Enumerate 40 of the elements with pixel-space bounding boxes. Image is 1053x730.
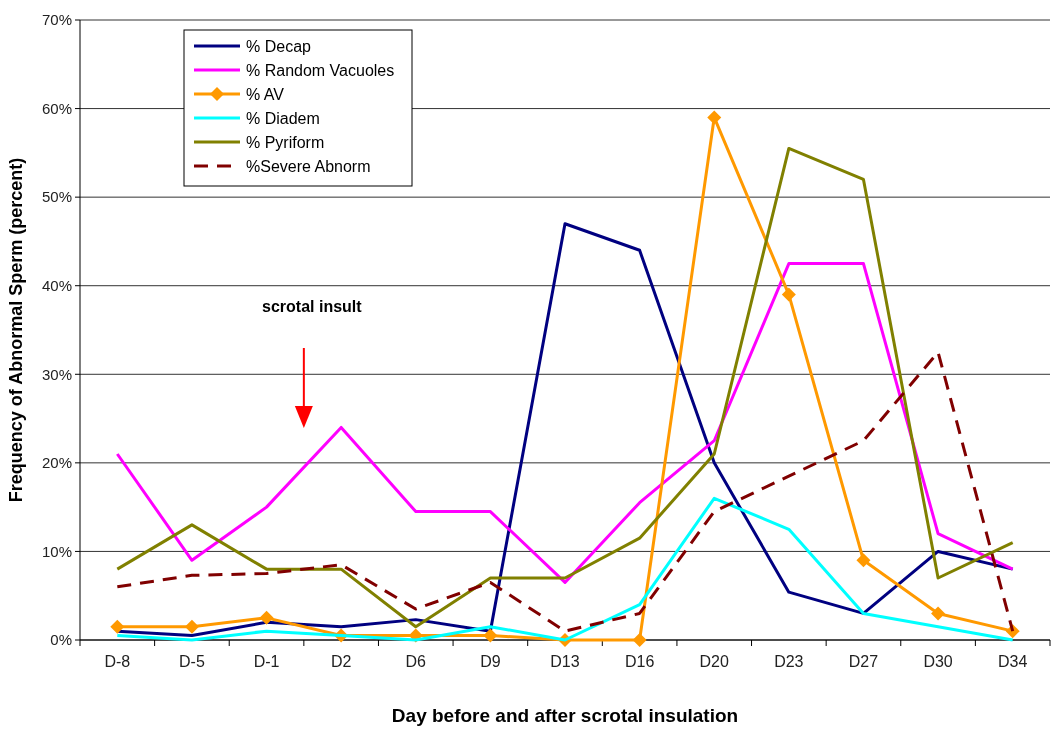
y-tick-label: 40%	[41, 276, 72, 294]
x-tick-label: D27	[848, 653, 879, 670]
point	[781, 287, 796, 302]
annotation: scrotal insult	[262, 298, 363, 315]
x-tick-label: D16	[624, 653, 655, 670]
x-tick-label: D-5	[179, 653, 205, 670]
y-tick-label: 70%	[41, 11, 72, 29]
point	[184, 619, 199, 634]
x-tick-label: D2	[330, 653, 352, 670]
x-tick-label: D13	[550, 653, 580, 670]
x-tick-label: D20	[699, 653, 729, 670]
point	[259, 610, 274, 625]
x-tick-label: D-8	[104, 653, 131, 670]
y-tick-label: 30%	[41, 365, 72, 383]
point	[707, 110, 722, 125]
y-tick-label: 60%	[41, 99, 72, 117]
x-tick-label: D6	[405, 653, 427, 670]
x-tick-label: D-1	[253, 653, 280, 670]
legend-label: % AV	[246, 85, 285, 103]
y-tick-label: 50%	[41, 188, 72, 206]
point	[856, 553, 871, 568]
x-tick-label: D9	[480, 653, 501, 670]
y-tick-label: 20%	[41, 454, 72, 472]
legend-label: % Decap	[246, 37, 312, 55]
point	[632, 633, 647, 647]
legend-label: % Pyriform	[246, 133, 325, 151]
x-tick-label: D30	[923, 653, 953, 670]
legend-label: % Random Vacuoles	[246, 61, 395, 79]
point	[931, 606, 946, 621]
x-tick-label: D23	[774, 653, 804, 670]
y-axis-title: Frequency of Abnormal Sperm (percent)	[6, 157, 26, 503]
line-series	[115, 262, 1015, 584]
legend-label: %Severe Abnorm	[246, 157, 371, 175]
legend-label: % Diadem	[246, 109, 320, 127]
y-tick-label: 10%	[41, 542, 72, 560]
point	[483, 628, 498, 643]
x-tick-label: D34	[998, 653, 1028, 670]
point	[110, 619, 125, 634]
x-axis-title: Day before and after scrotal insulation	[391, 705, 739, 726]
y-tick-label: 0%	[50, 631, 72, 649]
